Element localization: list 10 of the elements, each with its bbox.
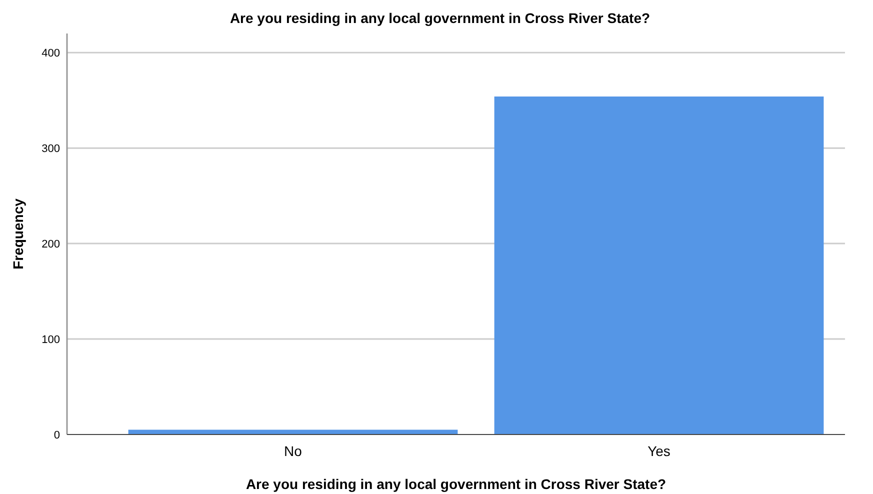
x-tick-label: Yes <box>648 443 670 459</box>
y-tick-label: 200 <box>42 238 60 250</box>
chart-title: Are you residing in any local government in Cross River State? <box>230 10 650 26</box>
x-tick-label: No <box>284 443 302 459</box>
x-axis-title: Are you residing in any local government in Cross River State? <box>246 476 666 492</box>
y-tick-label: 0 <box>54 429 60 442</box>
y-axis-title: Frequency <box>10 198 26 270</box>
y-tick-label: 400 <box>42 47 60 60</box>
y-tick-label: 100 <box>42 334 60 346</box>
y-tick-label: 300 <box>42 142 60 155</box>
